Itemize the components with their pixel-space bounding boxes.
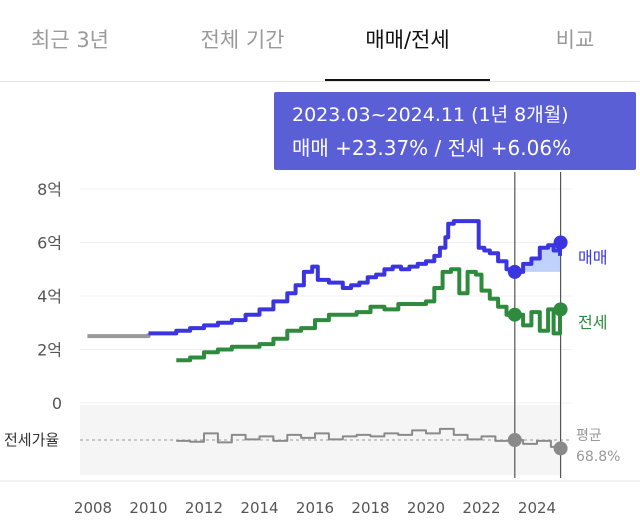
jeonse-end-marker bbox=[553, 302, 568, 317]
period-tabs: 최근 3년 전체 기간 매매/전세 비교 bbox=[0, 0, 640, 82]
tabs-divider bbox=[0, 81, 640, 82]
x-tick-label: 2022 bbox=[462, 499, 500, 517]
tooltip-range: 2023.03~2024.11 (1년 8개월) bbox=[292, 104, 569, 126]
legend-jeonse: 전세 bbox=[578, 313, 607, 332]
jeonse-start-marker bbox=[507, 307, 522, 322]
range-tooltip: 2023.03~2024.11 (1년 8개월) 매매 +23.37% / 전세… bbox=[274, 92, 636, 170]
y-tick-label: 2억 bbox=[37, 341, 62, 360]
legend-sale: 매매 bbox=[578, 248, 607, 267]
y-axis-labels: 8억 6억 4억 2억 0 bbox=[37, 180, 62, 413]
x-tick-label: 2012 bbox=[185, 499, 223, 517]
tab-recent-3-years[interactable]: 최근 3년 bbox=[31, 28, 109, 52]
x-tick-label: 2014 bbox=[240, 499, 278, 517]
sale-start-marker bbox=[507, 264, 522, 279]
x-tick-label: 2008 bbox=[74, 499, 112, 517]
tab-sale-jeonse[interactable]: 매매/전세 bbox=[365, 28, 450, 52]
sale-end-marker bbox=[553, 235, 568, 250]
ratio-avg-label: 평균 bbox=[576, 428, 602, 444]
jeonse-line bbox=[176, 267, 562, 363]
tooltip-change: 매매 +23.37% / 전세 +6.06% bbox=[292, 136, 572, 160]
x-tick-label: 2020 bbox=[407, 499, 445, 517]
x-tick-label: 2010 bbox=[129, 499, 167, 517]
sale-line bbox=[148, 219, 562, 336]
ratio-start-marker bbox=[507, 433, 522, 447]
y-tick-label: 8억 bbox=[37, 180, 62, 199]
active-tab-indicator bbox=[325, 79, 490, 82]
x-tick-label: 2018 bbox=[351, 499, 389, 517]
x-tick-label: 2016 bbox=[296, 499, 334, 517]
x-tick-label: 2024 bbox=[518, 499, 556, 517]
ratio-end-marker bbox=[553, 441, 568, 456]
ratio-avg-value: 68.8% bbox=[576, 449, 620, 465]
chart-grid bbox=[0, 188, 640, 482]
y-tick-label: 6억 bbox=[37, 234, 62, 253]
y-tick-label: 4억 bbox=[37, 287, 62, 306]
tab-all-period[interactable]: 전체 기간 bbox=[200, 28, 285, 52]
chart-markers bbox=[507, 235, 568, 456]
sale-line-early bbox=[87, 333, 151, 339]
y-tick-label: 0 bbox=[52, 394, 62, 413]
tab-compare[interactable]: 비교 bbox=[555, 28, 595, 52]
ratio-label: 전세가율 bbox=[4, 431, 59, 449]
x-axis-labels: 2008 2010 2012 2014 2016 2018 2020 2022 2024 bbox=[74, 499, 556, 517]
